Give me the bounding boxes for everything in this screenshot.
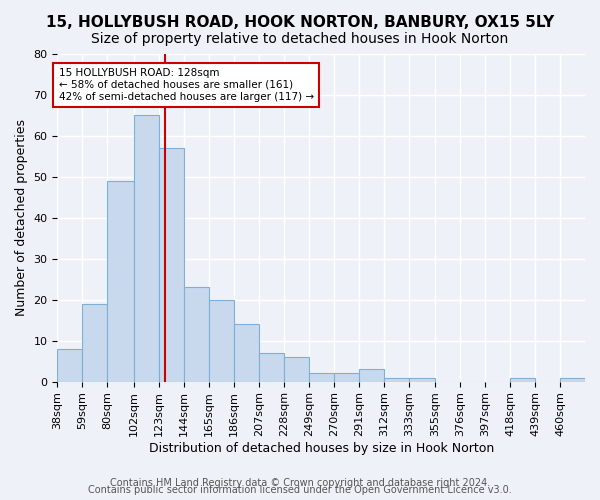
Y-axis label: Number of detached properties: Number of detached properties — [15, 120, 28, 316]
Bar — [560, 378, 585, 382]
Bar — [82, 304, 107, 382]
Bar — [184, 288, 209, 382]
Bar — [58, 349, 82, 382]
Bar — [107, 181, 134, 382]
X-axis label: Distribution of detached houses by size in Hook Norton: Distribution of detached houses by size … — [149, 442, 494, 455]
Bar — [510, 378, 535, 382]
Bar — [158, 148, 184, 382]
Text: Contains HM Land Registry data © Crown copyright and database right 2024.: Contains HM Land Registry data © Crown c… — [110, 478, 490, 488]
Text: Size of property relative to detached houses in Hook Norton: Size of property relative to detached ho… — [91, 32, 509, 46]
Bar — [134, 116, 158, 382]
Bar — [334, 374, 359, 382]
Text: 15 HOLLYBUSH ROAD: 128sqm
← 58% of detached houses are smaller (161)
42% of semi: 15 HOLLYBUSH ROAD: 128sqm ← 58% of detac… — [59, 68, 314, 102]
Bar — [233, 324, 259, 382]
Bar — [259, 353, 284, 382]
Bar — [409, 378, 435, 382]
Bar — [359, 370, 384, 382]
Text: Contains public sector information licensed under the Open Government Licence v3: Contains public sector information licen… — [88, 485, 512, 495]
Bar — [284, 357, 308, 382]
Text: 15, HOLLYBUSH ROAD, HOOK NORTON, BANBURY, OX15 5LY: 15, HOLLYBUSH ROAD, HOOK NORTON, BANBURY… — [46, 15, 554, 30]
Bar — [209, 300, 233, 382]
Bar — [384, 378, 409, 382]
Bar — [308, 374, 334, 382]
